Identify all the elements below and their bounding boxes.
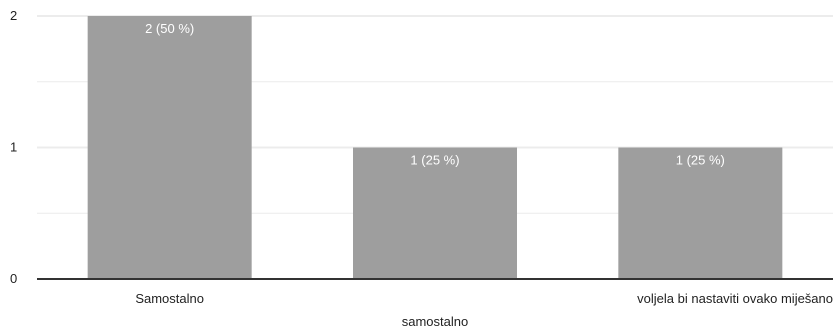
x-tick-label: Samostalno: [135, 291, 204, 306]
y-tick-label: 0: [10, 271, 17, 286]
x-axis-ticks: Samostalno samostalno voljela bi nastaviti…: [135, 291, 833, 328]
bar-data-label: 1 (25 %): [676, 153, 725, 168]
bar: [353, 147, 517, 279]
y-axis-ticks: 0 1 2: [10, 8, 17, 286]
y-tick-label: 1: [10, 140, 17, 155]
x-tick-label: voljela bi nastaviti ovako miješano: [637, 291, 833, 306]
y-tick-label: 2: [10, 8, 17, 23]
x-tick-label: samostalno: [402, 314, 468, 328]
bar: [87, 16, 252, 279]
bar-data-label: 2 (50 %): [145, 21, 194, 36]
bar: [618, 147, 783, 279]
bar-data-label: 1 (25 %): [410, 153, 459, 168]
bars: 2 (50 %) 1 (25 %) 1 (25 %): [87, 16, 783, 279]
